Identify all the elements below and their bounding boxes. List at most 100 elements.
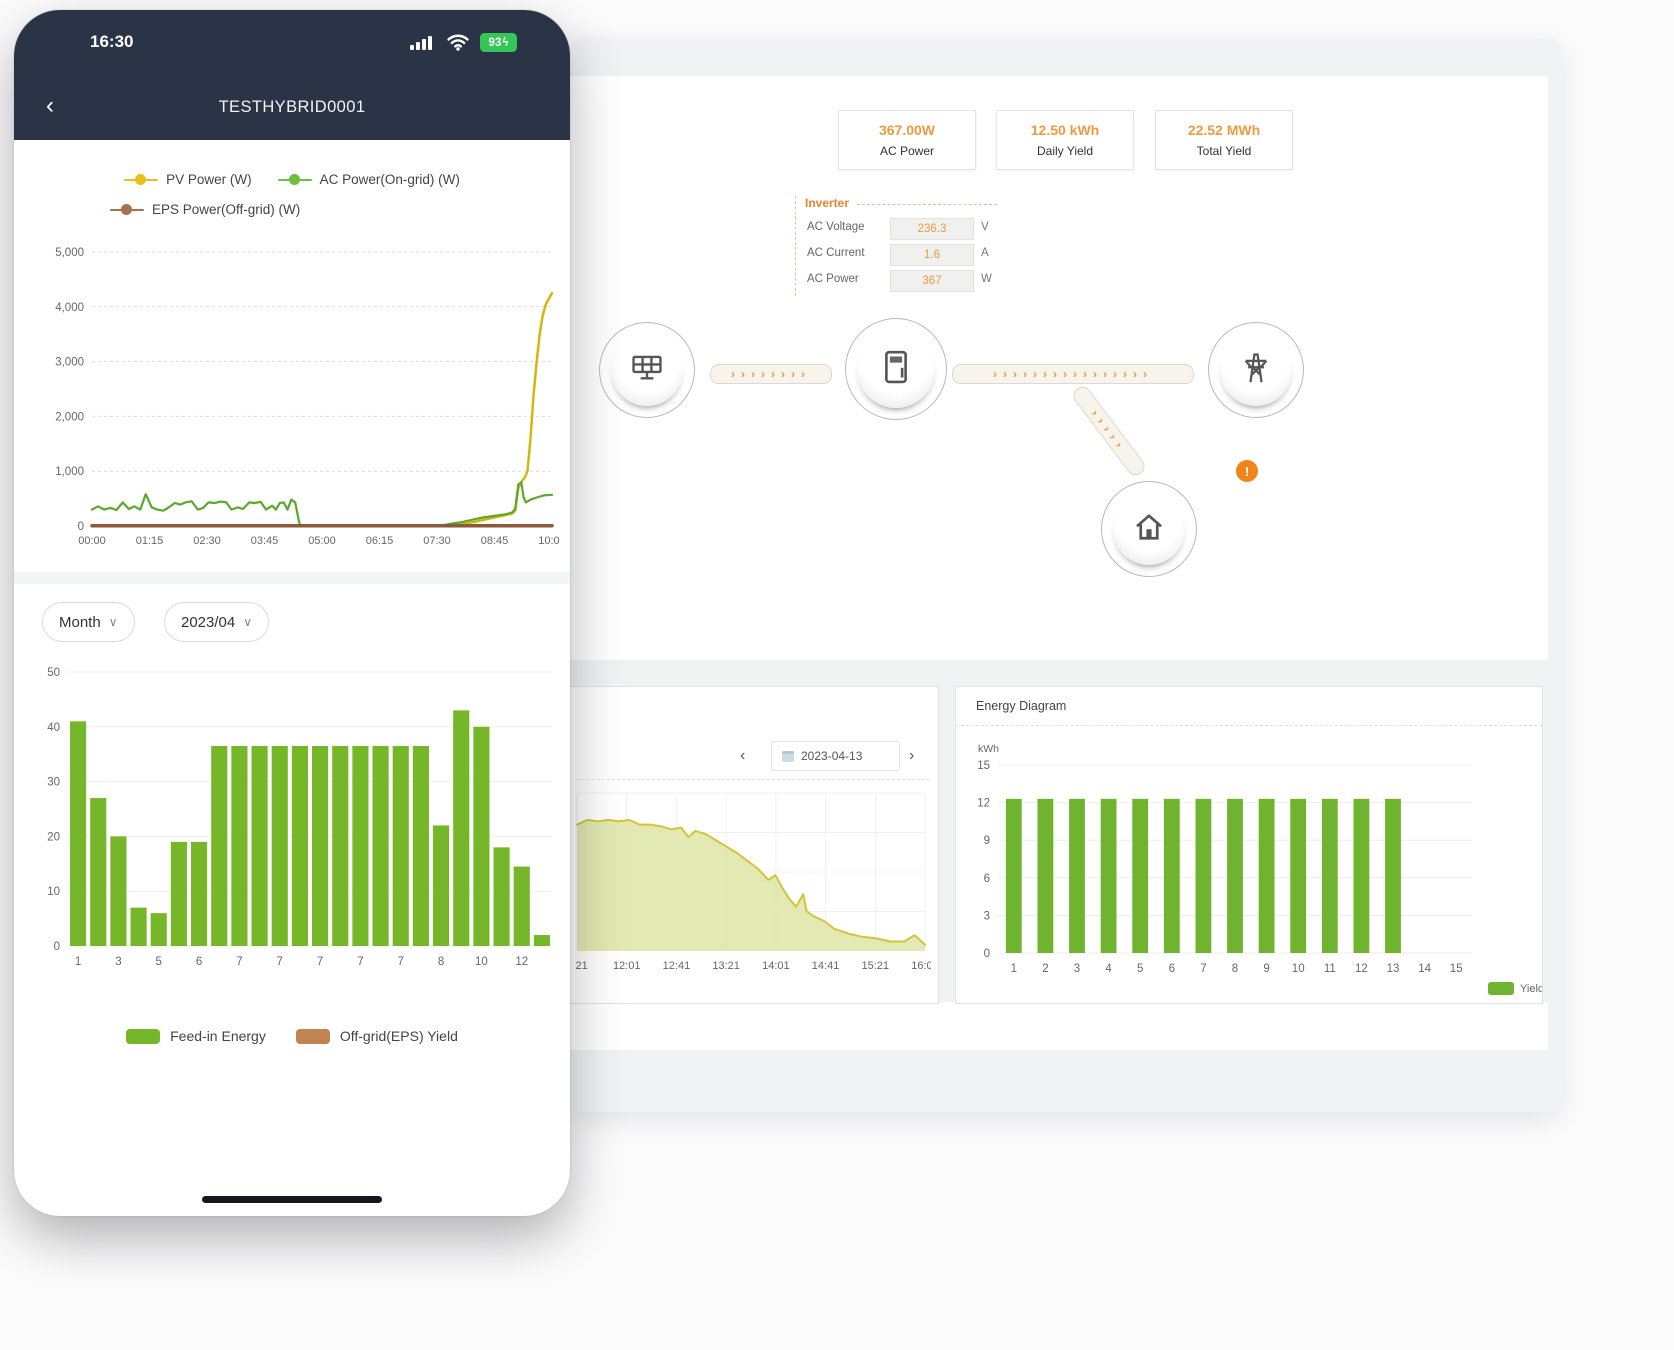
svg-text:4: 4: [1105, 963, 1112, 975]
svg-text:14:41: 14:41: [812, 960, 840, 972]
svg-text:5: 5: [156, 956, 162, 968]
svg-text:3: 3: [984, 910, 990, 922]
charging-bolt-icon: ϟ: [502, 36, 509, 49]
monthly-chart-legend: Feed-in Energy Off-grid(EPS) Yield: [14, 1028, 570, 1044]
legend-eps-label: EPS Power(Off-grid) (W): [152, 202, 301, 217]
svg-text:1:21: 1:21: [575, 960, 588, 972]
legend-ac-label: AC Power(On-grid) (W): [319, 172, 460, 187]
svg-text:30: 30: [47, 777, 60, 789]
ac-voltage-unit: V: [981, 221, 989, 233]
stat-total-yield: 22.52 MWh Total Yield: [1155, 110, 1293, 170]
section-divider: [14, 572, 570, 584]
ac-power-value: 367: [890, 270, 974, 292]
svg-text:00:00: 00:00: [78, 535, 106, 547]
month-selector[interactable]: 2023/04 ∨: [164, 602, 270, 642]
svg-text:9: 9: [984, 835, 990, 847]
legend-feed-in: Feed-in Energy: [126, 1028, 266, 1044]
svg-text:14: 14: [1418, 963, 1431, 975]
status-time: 16:30: [90, 32, 134, 51]
svg-text:3: 3: [1074, 963, 1080, 975]
svg-text:05:00: 05:00: [308, 535, 336, 547]
off-grid-label: Off-grid(EPS) Yield: [339, 1028, 458, 1044]
svg-text:13:21: 13:21: [712, 960, 740, 972]
svg-text:1: 1: [1011, 963, 1017, 975]
grid-tower-icon: [1237, 349, 1275, 392]
svg-text:11: 11: [1324, 963, 1336, 975]
svg-text:7: 7: [277, 956, 283, 968]
energy-legend-swatch: [1488, 982, 1514, 995]
calendar-icon: [782, 750, 794, 762]
svg-text:0: 0: [54, 941, 60, 953]
svg-text:50: 50: [47, 667, 60, 679]
svg-text:02:30: 02:30: [193, 535, 221, 547]
stat-ac-power-value: 367.00W: [878, 122, 936, 138]
month-selector-value: 2023/04: [181, 613, 236, 631]
svg-text:10: 10: [1292, 963, 1305, 975]
back-button[interactable]: ‹: [46, 92, 54, 119]
ac-voltage-label: AC Voltage: [807, 221, 865, 233]
svg-text:03:45: 03:45: [251, 535, 279, 547]
svg-text:10:00: 10:00: [538, 535, 560, 547]
date-prev-button[interactable]: ‹: [740, 747, 746, 764]
phone-header: [14, 10, 570, 140]
cellular-signal-icon: [410, 35, 432, 50]
svg-text:0: 0: [984, 948, 990, 960]
wifi-icon: [446, 33, 470, 56]
daily-curve-panel: ‹ 2023-04-13 › 1:2112:0112:4113:2114:011…: [568, 686, 939, 1004]
svg-text:3,000: 3,000: [55, 357, 84, 369]
chevron-down-icon: ∨: [108, 615, 118, 629]
device-node-house[interactable]: [1101, 481, 1197, 577]
ac-power-unit: W: [981, 273, 992, 285]
battery-icon: 93 ϟ: [480, 33, 517, 52]
device-title: TESTHYBRID0001: [218, 98, 366, 116]
legend-pv-label: PV Power (W): [166, 172, 252, 187]
svg-text:0: 0: [78, 521, 84, 533]
inverter-info-panel: Inverter AC Voltage 236.3 V AC Current 1…: [795, 196, 997, 296]
svg-text:7: 7: [1200, 963, 1206, 975]
stat-ac-power: 367.00W AC Power: [838, 110, 976, 170]
svg-text:7: 7: [317, 956, 323, 968]
device-node-solar-panel[interactable]: [599, 322, 695, 418]
device-node-grid[interactable]: [1208, 322, 1304, 418]
svg-text:2: 2: [1042, 963, 1048, 975]
date-next-button[interactable]: ›: [909, 747, 915, 764]
pv-series-marker: [124, 174, 159, 185]
svg-text:4,000: 4,000: [55, 302, 84, 314]
stat-daily-yield-value: 12.50 kWh: [1030, 122, 1100, 138]
device-node-inverter[interactable]: [845, 318, 947, 420]
legend-eps-power: EPS Power(Off-grid) (W): [110, 202, 300, 217]
svg-text:5,000: 5,000: [55, 247, 84, 259]
svg-text:6: 6: [984, 873, 990, 885]
ac-current-unit: A: [981, 247, 989, 259]
date-picker[interactable]: 2023-04-13: [771, 741, 900, 771]
stat-total-yield-label: Total Yield: [1196, 144, 1252, 158]
flow-chevrons-icon: ››››››››››››››››: [993, 367, 1153, 381]
energy-legend: Yield: [1488, 982, 1542, 995]
svg-text:6: 6: [1169, 963, 1175, 975]
svg-text:12: 12: [977, 798, 990, 810]
svg-text:13: 13: [1387, 963, 1400, 975]
phone-mockup: 16:30 93 ϟ ‹ TESTHYBRID0001 PV Power (W): [14, 10, 570, 1216]
battery-percent: 93: [488, 36, 502, 49]
energy-legend-label: Yield: [1520, 982, 1542, 995]
svg-text:9: 9: [1263, 963, 1269, 975]
alarm-warning-badge[interactable]: !: [1236, 460, 1258, 482]
svg-text:10: 10: [475, 956, 488, 968]
svg-text:7: 7: [398, 956, 404, 968]
legend-ac-power: AC Power(On-grid) (W): [277, 172, 460, 187]
svg-text:12: 12: [1355, 963, 1368, 975]
svg-text:1,000: 1,000: [55, 466, 84, 478]
power-legend-row2: EPS Power(Off-grid) (W): [14, 202, 570, 217]
svg-text:10: 10: [47, 886, 60, 898]
svg-text:15:21: 15:21: [862, 960, 890, 972]
svg-text:16:01: 16:01: [911, 960, 931, 972]
flow-pipe-inverter-to-grid: ››››››››››››››››: [952, 364, 1194, 384]
solar-panel-icon: [628, 349, 666, 392]
period-selector[interactable]: Month ∨: [42, 602, 135, 642]
daily-power-curve-chart: 1:21 12:01 12:41 13:21 14:01 14:41 15:21 16:01: [568, 787, 939, 977]
svg-text:07:30: 07:30: [423, 535, 451, 547]
inverter-icon: [875, 346, 917, 393]
off-grid-swatch: [295, 1028, 330, 1044]
stat-daily-yield: 12.50 kWh Daily Yield: [996, 110, 1134, 170]
ac-power-label: AC Power: [807, 273, 859, 285]
